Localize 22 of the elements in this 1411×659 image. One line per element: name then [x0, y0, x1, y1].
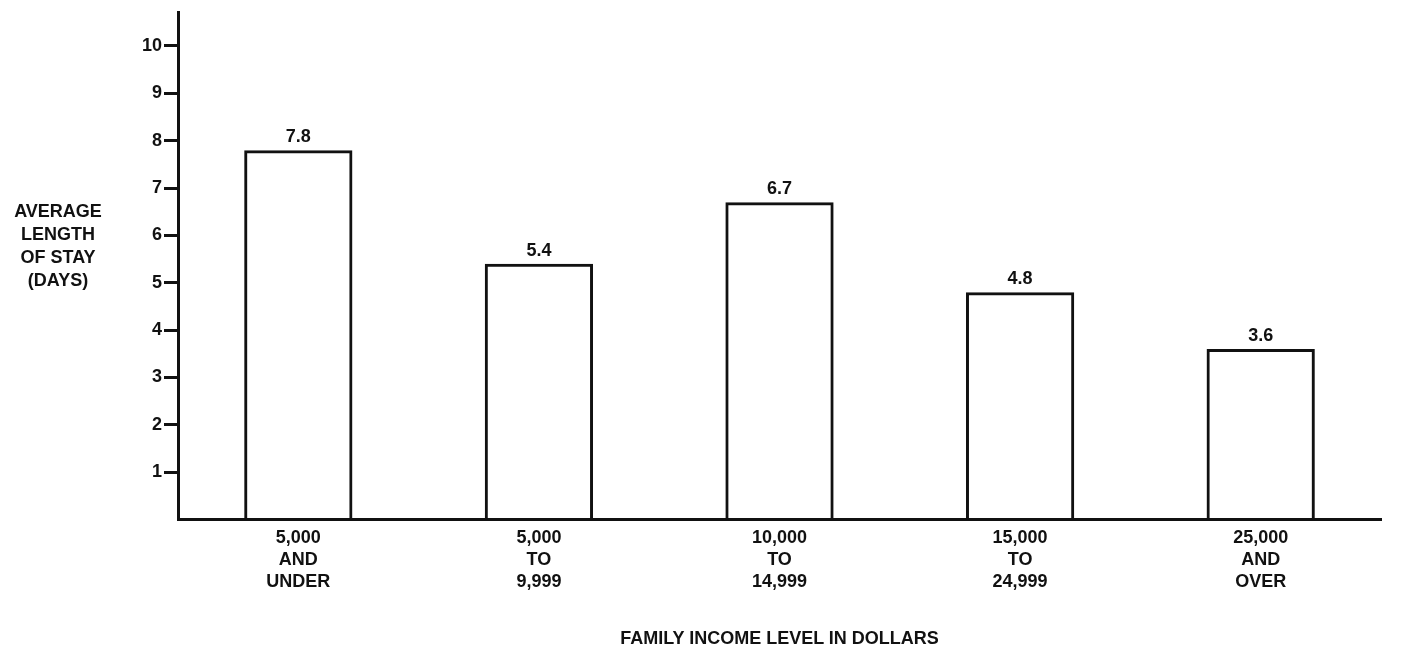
x-tick-label: 10,000 TO 14,999	[751, 527, 808, 591]
y-tick-label: 4	[152, 319, 163, 340]
x-tick-label: 15,000 TO 24,999	[992, 527, 1048, 591]
y-tick-label: 7	[152, 177, 163, 198]
y-tick-label: 9	[152, 82, 163, 103]
data-label: 4.8	[1007, 268, 1033, 289]
y-tick-label: 10	[141, 34, 163, 55]
y-tick-label: 8	[152, 129, 163, 150]
y-tick-label: 2	[152, 413, 163, 434]
y-tick-label: 3	[152, 366, 163, 387]
x-tick-label: 5,000 TO 9,999	[516, 527, 562, 591]
data-label: 6.7	[767, 178, 793, 199]
x-tick-label: 25,000 AND OVER	[1233, 527, 1289, 591]
x-tick-label: 5,000 AND UNDER	[266, 527, 331, 591]
data-label: 5.4	[526, 239, 552, 260]
y-tick-label: 5	[152, 271, 163, 292]
data-label: 3.6	[1248, 325, 1274, 346]
data-label: 7.8	[285, 126, 311, 147]
x-axis-title: FAMILY INCOME LEVEL IN DOLLARS	[620, 628, 939, 649]
y-tick-label: 1	[152, 461, 163, 482]
y-tick-label: 6	[152, 224, 163, 245]
y-axis-title: AVERAGE LENGTH OF STAY (DAYS)	[14, 200, 102, 292]
